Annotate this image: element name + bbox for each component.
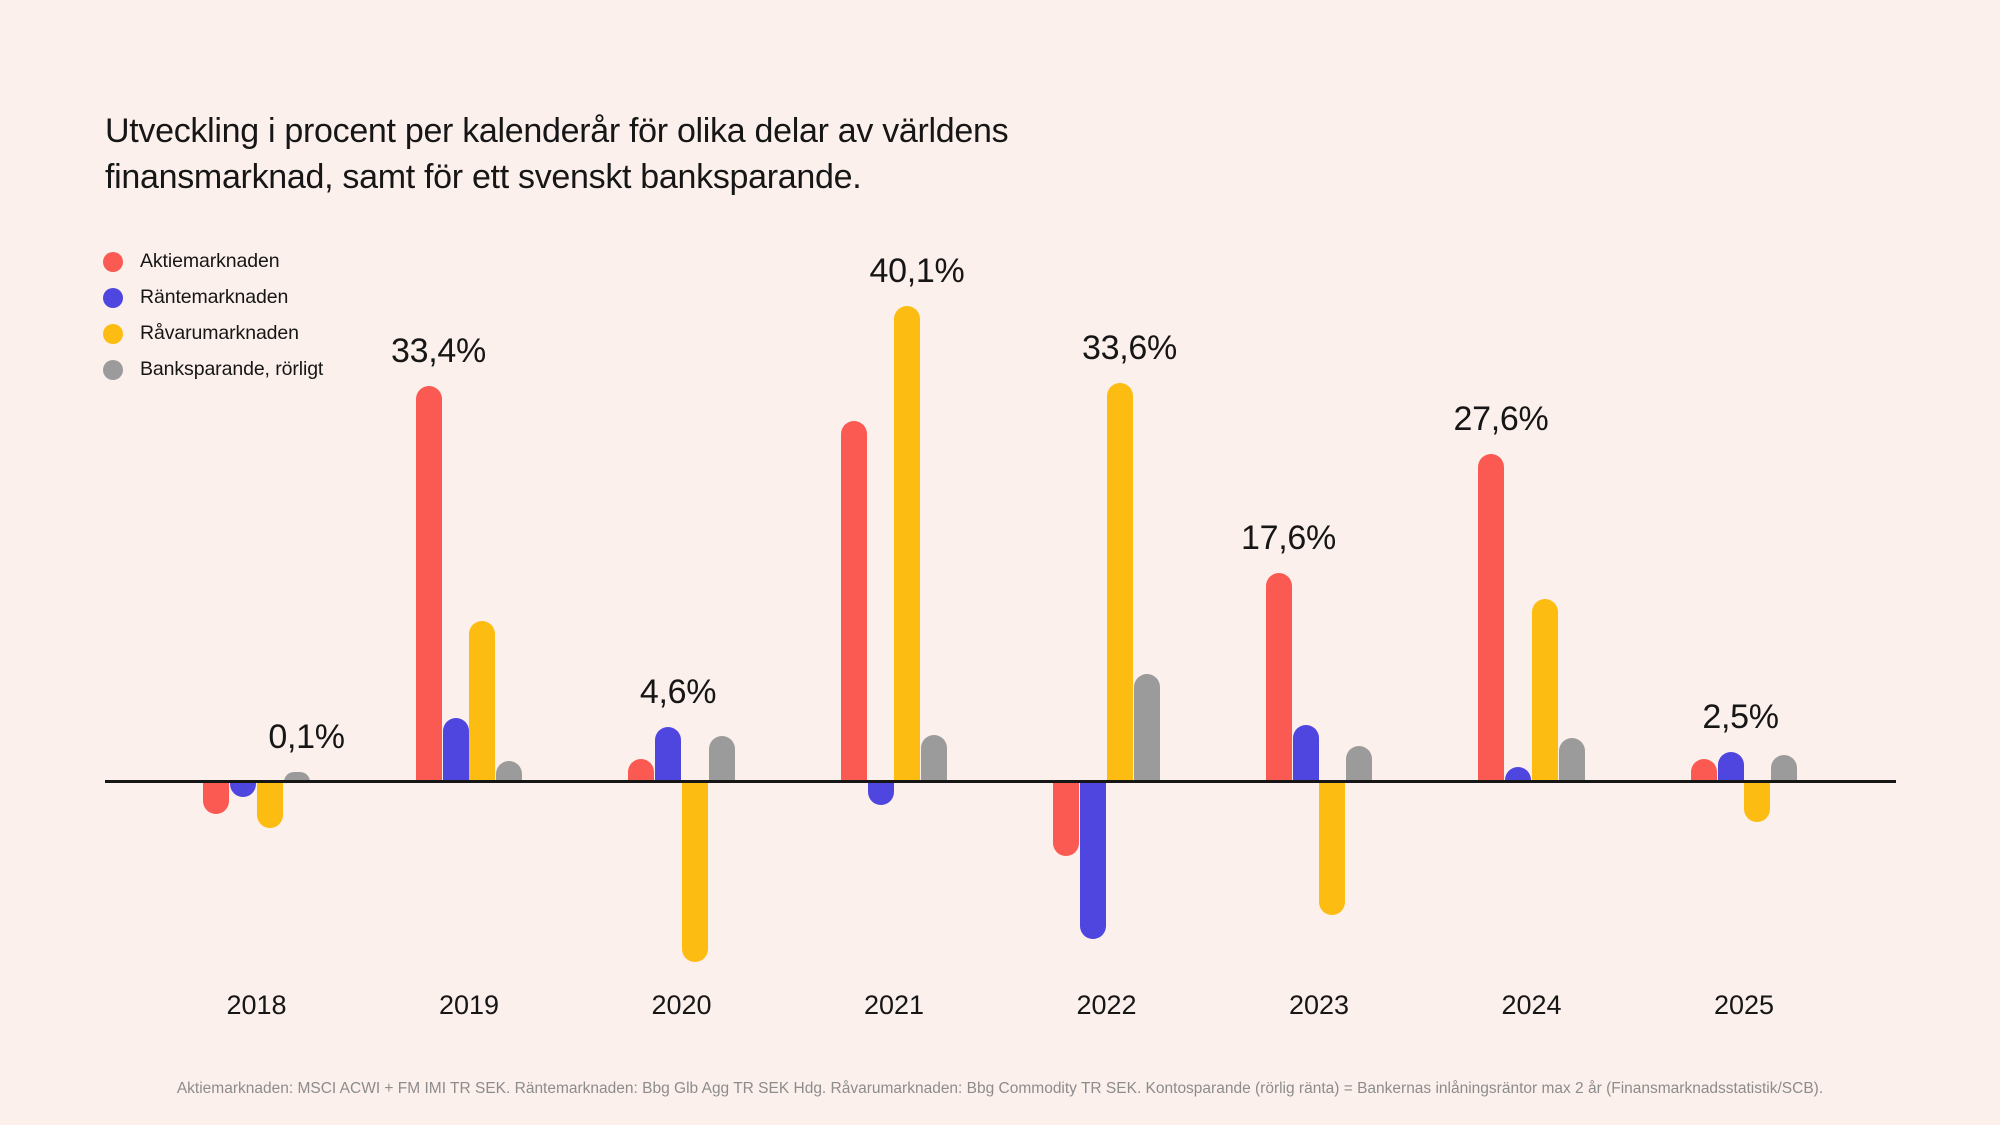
legend-dot-yellow-icon bbox=[103, 323, 123, 344]
value-label-2021: 40,1% bbox=[869, 252, 965, 290]
bar-2024-ravarumarknaden bbox=[1531, 599, 1558, 782]
x-axis-label-2018: 2018 bbox=[226, 990, 287, 1020]
value-label-2023: 17,6% bbox=[1241, 519, 1336, 558]
bar-2023-rantemarknaden bbox=[1292, 725, 1319, 782]
bar-2021-banksparande bbox=[921, 734, 947, 782]
legend-dot-red-icon bbox=[103, 251, 123, 272]
value-label-2024: 27,6% bbox=[1453, 400, 1549, 439]
x-axis-label-2023: 2023 bbox=[1288, 990, 1350, 1020]
bar-2021-rantemarknaden bbox=[867, 782, 894, 805]
bar-2019-aktiemarknaden bbox=[415, 385, 442, 782]
bar-2019-ravarumarknaden bbox=[469, 620, 495, 782]
legend-label: Råvarumarknaden bbox=[140, 322, 299, 344]
legend: Aktiemarknaden Räntemarknaden Råvarumark… bbox=[103, 250, 324, 380]
bar-2019-rantemarknaden bbox=[442, 717, 469, 782]
bar-2018-banksparande bbox=[283, 772, 310, 782]
bar-2024-aktiemarknaden bbox=[1478, 454, 1504, 782]
chart-title-line-1: Utveckling i procent per kalenderår för … bbox=[105, 112, 1009, 150]
legend-dot-blue-icon bbox=[103, 287, 123, 308]
value-label-2022: 33,6% bbox=[1082, 329, 1177, 368]
bar-2022-banksparande bbox=[1133, 673, 1160, 782]
bar-2025-banksparande bbox=[1771, 754, 1797, 782]
value-label-2020: 4,6% bbox=[639, 673, 717, 712]
value-label-2025: 2,5% bbox=[1702, 698, 1779, 737]
bar-2025-aktiemarknaden bbox=[1690, 759, 1717, 782]
bar-2018-aktiemarknaden bbox=[203, 782, 229, 815]
bar-2023-aktiemarknaden bbox=[1265, 573, 1292, 782]
bar-2025-ravarumarknaden bbox=[1744, 782, 1770, 823]
bar-2021-ravarumarknaden bbox=[894, 306, 920, 782]
legend-dot-gray-icon bbox=[103, 359, 123, 380]
legend-item-ravarumarknaden: Råvarumarknaden bbox=[103, 322, 323, 344]
legend-label: Räntemarknaden bbox=[140, 286, 289, 308]
bar-2020-ravarumarknaden bbox=[681, 782, 708, 963]
bar-2023-ravarumarknaden bbox=[1319, 782, 1345, 915]
bar-2020-aktiemarknaden bbox=[628, 759, 654, 782]
x-axis-label-2020: 2020 bbox=[651, 990, 712, 1020]
bar-2022-aktiemarknaden bbox=[1053, 782, 1079, 856]
legend-label: Aktiemarknaden bbox=[140, 250, 280, 272]
bar-2020-banksparande bbox=[708, 735, 735, 782]
chart-title: Utveckling i procent per kalenderår för … bbox=[105, 108, 1009, 200]
bar-2024-banksparande bbox=[1558, 738, 1585, 782]
x-axis-label-2024: 2024 bbox=[1501, 990, 1562, 1020]
bar-2018-rantemarknaden bbox=[230, 782, 256, 798]
bar-2024-rantemarknaden bbox=[1505, 766, 1531, 782]
x-axis-label-2019: 2019 bbox=[438, 990, 500, 1020]
chart-title-line-2: finansmarknad, samt för ett svenskt bank… bbox=[105, 158, 862, 196]
bar-2018-ravarumarknaden bbox=[256, 782, 283, 829]
legend-label: Banksparande, rörligt bbox=[140, 358, 324, 380]
bar-2021-aktiemarknaden bbox=[840, 421, 867, 782]
bar-2020-rantemarknaden bbox=[655, 727, 681, 782]
bar-2019-banksparande bbox=[496, 760, 522, 782]
footnote: Aktiemarknaden: MSCI ACWI + FM IMI TR SE… bbox=[176, 1080, 1824, 1097]
value-label-2018: 0,1% bbox=[268, 718, 345, 756]
value-label-2019: 33,4% bbox=[391, 331, 486, 370]
x-axis-label-2022: 2022 bbox=[1076, 990, 1137, 1020]
legend-item-banksparande: Banksparande, rörligt bbox=[103, 358, 324, 380]
legend-item-rantemarknaden: Räntemarknaden bbox=[103, 286, 323, 308]
x-axis-label-2025: 2025 bbox=[1713, 990, 1775, 1020]
bar-2022-rantemarknaden bbox=[1080, 782, 1106, 939]
bar-2022-ravarumarknaden bbox=[1106, 383, 1133, 782]
x-axis-line bbox=[105, 780, 1896, 783]
bar-2025-rantemarknaden bbox=[1717, 752, 1744, 782]
bar-2023-banksparande bbox=[1346, 746, 1372, 782]
x-axis-label-2021: 2021 bbox=[863, 990, 925, 1020]
legend-item-aktiemarknaden: Aktiemarknaden bbox=[103, 250, 323, 272]
